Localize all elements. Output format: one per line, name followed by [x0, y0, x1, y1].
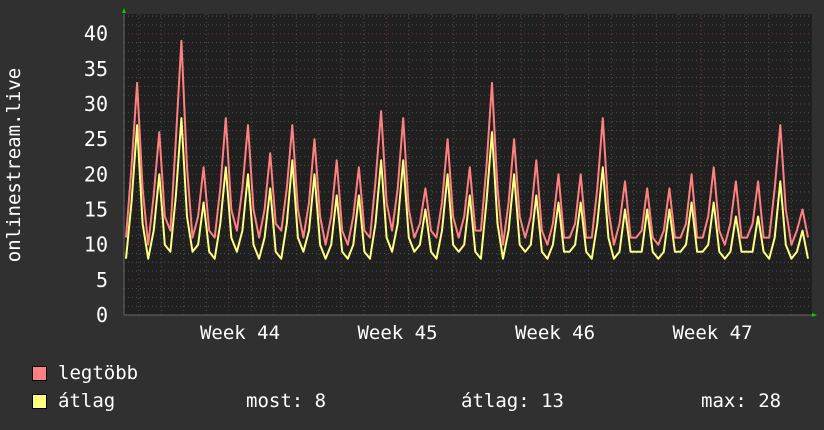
stat-max: max: 28 — [701, 390, 782, 412]
series-line-avg — [125, 117, 809, 260]
y-tick-label: 15 — [84, 198, 108, 222]
series-line-max — [125, 39, 809, 246]
stat-current: most: 8 — [246, 390, 327, 412]
x-tick-label: Week 44 — [200, 322, 280, 344]
x-tick-label: Week 46 — [515, 322, 595, 344]
legend-swatch-max — [32, 366, 47, 381]
y-tick-label: 25 — [84, 127, 108, 151]
y-axis-arrow-icon — [122, 8, 126, 13]
y-tick-label: 20 — [84, 162, 108, 186]
x-axis-arrow-icon — [812, 313, 817, 317]
x-tick-label: Week 47 — [672, 322, 752, 344]
y-tick-label: 35 — [84, 57, 108, 81]
legend-label-max: legtöbb — [58, 362, 139, 384]
x-axis: Week 44 Week 45 Week 46 Week 47 — [200, 322, 753, 344]
y-tick-label: 10 — [84, 233, 108, 257]
y-axis: 0 5 10 15 20 25 30 35 40 — [84, 22, 108, 327]
y-tick-label: 0 — [96, 303, 108, 327]
x-tick-label: Week 45 — [357, 322, 437, 344]
y-tick-label: 40 — [84, 22, 108, 46]
stat-average: átlag: 13 — [461, 390, 564, 412]
y-axis-label: onlinestream.live — [3, 68, 25, 262]
y-tick-label: 30 — [84, 92, 108, 116]
y-tick-label: 5 — [96, 268, 108, 292]
plot-background — [124, 14, 812, 315]
series-lines — [125, 39, 809, 260]
grid — [123, 14, 812, 316]
legend-label-avg: átlag — [58, 390, 116, 412]
legend-swatch-avg — [32, 394, 47, 409]
